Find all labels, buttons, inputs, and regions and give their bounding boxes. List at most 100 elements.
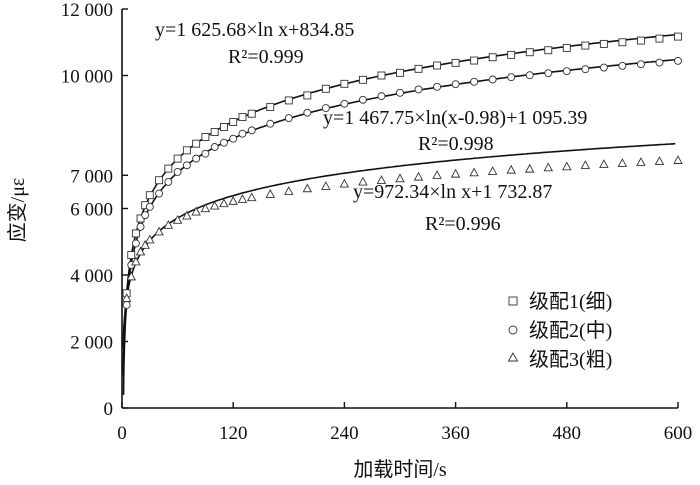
data-point-series-2: [340, 99, 349, 108]
data-point-series-3: [617, 158, 628, 167]
data-point-series-3: [172, 214, 183, 224]
data-point-series-3: [673, 155, 683, 164]
data-point-series-3: [506, 164, 516, 174]
legend-label-series-1: 级配1(细): [529, 290, 612, 313]
y-axis-label: 应变/με: [6, 178, 29, 243]
data-point-series-1: [247, 109, 256, 118]
data-point-series-2: [210, 143, 219, 151]
data-point-series-2: [358, 95, 367, 104]
data-point-series-2: [164, 177, 173, 186]
data-point-series-3: [450, 168, 461, 178]
data-point-series-1: [173, 154, 182, 163]
data-point-series-2: [488, 75, 497, 84]
data-point-series-3: [321, 181, 331, 190]
data-point-series-1: [238, 113, 247, 122]
data-point-series-1: [377, 71, 386, 80]
equation-series-3: y=972.34×ln x+1 732.87: [353, 181, 552, 203]
data-point-series-1: [201, 133, 210, 141]
data-point-series-2: [525, 71, 534, 80]
data-point-series-3: [265, 189, 276, 198]
legend-marker-series-2: [508, 325, 518, 335]
r2-series-3: R²=0.996: [425, 213, 501, 235]
data-point-series-3: [395, 173, 405, 183]
data-point-series-2: [303, 108, 312, 117]
data-point-series-3: [200, 203, 211, 213]
data-point-series-2: [131, 239, 140, 248]
data-point-series-2: [599, 63, 608, 72]
data-point-series-2: [507, 73, 516, 82]
data-point-series-2: [674, 56, 682, 65]
data-point-series-2: [618, 61, 627, 70]
data-point-series-2: [141, 211, 150, 220]
data-point-series-2: [284, 114, 293, 123]
data-point-series-3: [339, 178, 350, 188]
legend: 级配1(细) 级配2(中) 级配3(粗): [507, 290, 612, 371]
data-point-series-3: [358, 176, 368, 186]
data-point-series-2: [266, 119, 275, 128]
fit-curve-series-3: [122, 142, 676, 348]
data-point-series-2: [145, 202, 154, 211]
data-point-series-3: [140, 239, 150, 249]
data-point-series-3: [487, 166, 498, 175]
y-tick-label: 2 000: [70, 333, 113, 354]
x-tick-label: 240: [330, 423, 359, 444]
data-point-series-1: [544, 46, 553, 55]
data-point-series-3: [121, 293, 132, 302]
data-point-series-2: [544, 69, 553, 78]
data-point-series-2: [396, 88, 404, 97]
data-point-series-2: [238, 129, 247, 138]
y-tick-label: 12 000: [61, 0, 113, 21]
annotations: 加载时间/s 应变/με y=1 625.68×ln x+834.85 R²=0…: [6, 19, 587, 481]
data-point-series-2: [192, 154, 201, 163]
data-point-series-2: [219, 138, 228, 147]
data-point-series-1: [655, 34, 664, 43]
data-point-series-3: [191, 206, 201, 216]
data-point-series-1: [414, 64, 423, 73]
data-point-series-3: [126, 271, 137, 281]
data-point-series-1: [396, 68, 404, 77]
data-point-series-2: [451, 80, 460, 89]
data-point-series-1: [155, 176, 164, 185]
data-point-series-3: [413, 171, 424, 181]
data-point-series-1: [145, 191, 154, 200]
y-tick-label: 0: [104, 399, 114, 420]
data-point-series-1: [636, 36, 645, 45]
data-point-series-1: [182, 146, 191, 155]
data-point-series-2: [229, 134, 238, 143]
data-point-series-2: [377, 92, 386, 101]
data-point-series-3: [219, 198, 229, 208]
data-point-series-3: [145, 234, 155, 244]
data-point-series-3: [228, 196, 238, 205]
fit-curve-series-2: [122, 58, 676, 395]
y-tick-label: 6 000: [70, 200, 113, 221]
data-point-series-1: [562, 43, 571, 52]
data-markers: [121, 32, 683, 309]
data-point-series-2: [182, 161, 191, 170]
data-point-series-1: [433, 61, 442, 70]
y-tick-label: 4 000: [70, 266, 113, 287]
data-point-series-3: [376, 175, 387, 184]
data-point-series-1: [470, 56, 479, 65]
data-point-series-1: [507, 50, 516, 59]
x-ticks: 0 120 240 360 480 600: [117, 402, 692, 444]
r2-series-2: R²=0.998: [418, 133, 494, 155]
data-point-series-1: [340, 79, 349, 88]
data-point-series-2: [636, 60, 645, 69]
data-point-series-2: [433, 82, 442, 91]
data-point-series-1: [451, 58, 460, 67]
data-point-series-3: [163, 219, 174, 229]
data-point-series-3: [524, 163, 535, 173]
x-axis-label: 加载时间/s: [353, 458, 447, 481]
data-point-series-3: [599, 159, 609, 168]
data-point-series-3: [636, 157, 646, 166]
data-point-series-3: [284, 186, 294, 195]
data-point-series-2: [581, 65, 590, 74]
x-tick-label: 600: [664, 423, 693, 444]
data-point-series-1: [192, 139, 201, 148]
data-point-series-1: [599, 39, 608, 48]
data-point-series-2: [470, 77, 479, 86]
y-ticks: 0 2 000 4 000 6 000 7 000 10 000 12 000: [61, 0, 128, 420]
data-point-series-3: [135, 246, 146, 256]
